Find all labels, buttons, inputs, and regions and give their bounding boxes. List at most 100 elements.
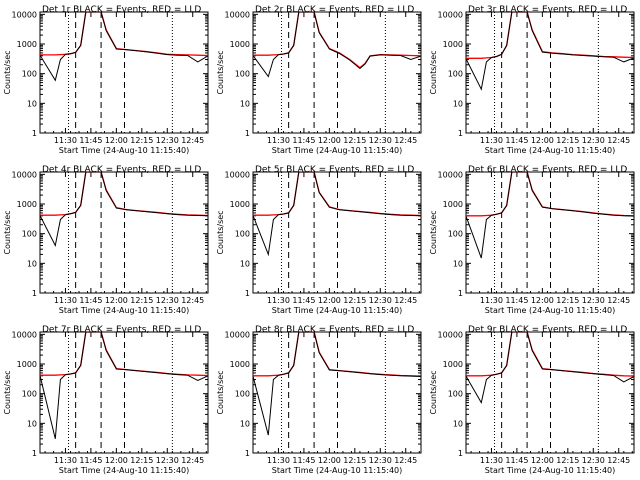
x-tick-label: 12:30 — [156, 296, 179, 305]
x-tick-label: 11:30 — [54, 456, 77, 465]
y-tick-label: 100 — [448, 390, 463, 399]
det-panel-1: Det 1r BLACK = Events, RED = LLD 1 10 100 10… — [3, 5, 209, 155]
x-tick-label: 12:45 — [394, 296, 417, 305]
x-tick-label: 11:30 — [267, 456, 290, 465]
y-axis-label: Counts/sec — [429, 210, 438, 254]
y-tick-label: 1 — [32, 289, 37, 298]
x-tick-label: 11:45 — [292, 136, 315, 145]
y-tick-label: 1000 — [443, 360, 463, 369]
panel-title: Det 2r BLACK = Events, RED = LLD — [255, 5, 414, 15]
x-axis-label: Start Time (24-Aug-10 11:15:40) — [272, 146, 403, 155]
x-tick-label: 11:30 — [480, 296, 503, 305]
x-axis-label: Start Time (24-Aug-10 11:15:40) — [485, 306, 616, 315]
x-tick-label: 12:15 — [343, 136, 366, 145]
y-tick-label: 100 — [22, 390, 37, 399]
x-tick-label: 12:15 — [130, 296, 153, 305]
y-tick-label: 10 — [240, 259, 250, 268]
y-tick-label: 100 — [235, 70, 250, 79]
plot-frame — [465, 171, 635, 294]
x-tick-label: 12:15 — [556, 456, 579, 465]
y-tick-label: 100 — [448, 230, 463, 239]
x-tick-label: 12:30 — [156, 456, 179, 465]
events-series-line — [253, 332, 421, 436]
y-tick-label: 10000 — [12, 330, 37, 339]
y-tick-label: 10000 — [438, 170, 463, 179]
y-tick-label: 1 — [32, 449, 37, 458]
panel-title: Det 3r BLACK = Events, RED = LLD — [468, 5, 627, 15]
plot-frame — [465, 11, 635, 134]
plot-frame — [39, 11, 209, 134]
x-axis-label: Start Time (24-Aug-10 11:15:40) — [59, 466, 190, 475]
plot-frame — [39, 331, 209, 454]
x-axis-label: Start Time (24-Aug-10 11:15:40) — [59, 306, 190, 315]
x-tick-label: 11:45 — [79, 136, 102, 145]
x-tick-label: 12:15 — [343, 296, 366, 305]
x-tick-label: 12:45 — [181, 456, 204, 465]
x-tick-label: 12:45 — [607, 136, 630, 145]
x-tick-label: 11:30 — [54, 136, 77, 145]
lld-series-line — [40, 12, 208, 57]
x-axis-label: Start Time (24-Aug-10 11:15:40) — [485, 466, 616, 475]
x-tick-label: 11:45 — [292, 296, 315, 305]
x-tick-label: 12:30 — [582, 296, 605, 305]
x-axis-label: Start Time (24-Aug-10 11:15:40) — [272, 466, 403, 475]
x-tick-label: 12:45 — [181, 296, 204, 305]
y-tick-label: 1 — [458, 289, 463, 298]
x-tick-label: 11:45 — [79, 296, 102, 305]
x-tick-label: 11:45 — [79, 456, 102, 465]
x-tick-label: 12:15 — [130, 456, 153, 465]
x-tick-label: 11:45 — [292, 456, 315, 465]
x-tick-label: 12:45 — [607, 296, 630, 305]
x-tick-label: 11:30 — [480, 456, 503, 465]
y-axis-label: Counts/sec — [3, 370, 12, 414]
x-tick-label: 12:45 — [607, 456, 630, 465]
x-tick-label: 12:30 — [369, 136, 392, 145]
events-series-line — [253, 12, 421, 78]
events-series-line — [40, 172, 208, 248]
y-axis-label: Counts/sec — [3, 50, 12, 94]
y-tick-label: 1 — [32, 129, 37, 138]
y-tick-label: 100 — [22, 230, 37, 239]
x-tick-label: 12:00 — [318, 136, 341, 145]
plot-frame — [252, 11, 422, 134]
plot-frame — [252, 331, 422, 454]
y-axis-label: Counts/sec — [429, 50, 438, 94]
y-tick-label: 1 — [458, 129, 463, 138]
y-tick-label: 1 — [245, 289, 250, 298]
det-panel-9: Det 9r BLACK = Events, RED = LLD 1 10 100 10… — [429, 325, 635, 475]
x-tick-label: 11:30 — [54, 296, 77, 305]
panel-title: Det 9r BLACK = Events, RED = LLD — [468, 325, 627, 335]
x-tick-label: 11:45 — [505, 136, 528, 145]
panel-title: Det 6r BLACK = Events, RED = LLD — [468, 165, 627, 175]
det-panel-4: Det 4r BLACK = Events, RED = LLD 1 10 100 10… — [3, 165, 209, 315]
panel-title: Det 4r BLACK = Events, RED = LLD — [42, 165, 201, 175]
x-tick-label: 12:00 — [105, 456, 128, 465]
events-series-line — [40, 332, 208, 439]
y-tick-label: 10 — [27, 259, 37, 268]
y-tick-label: 1000 — [230, 40, 250, 49]
y-tick-label: 1 — [245, 449, 250, 458]
x-axis-label: Start Time (24-Aug-10 11:15:40) — [485, 146, 616, 155]
y-tick-label: 10000 — [225, 170, 250, 179]
x-tick-label: 12:45 — [181, 136, 204, 145]
lld-series-line — [466, 12, 634, 59]
x-tick-label: 11:30 — [480, 136, 503, 145]
det-panel-3: Det 3r BLACK = Events, RED = LLD 1 10 100 10… — [429, 5, 635, 155]
x-tick-label: 12:00 — [531, 296, 554, 305]
y-tick-label: 1000 — [17, 200, 37, 209]
events-series-line — [40, 12, 208, 82]
panel-title: Det 5r BLACK = Events, RED = LLD — [255, 165, 414, 175]
x-tick-label: 12:30 — [369, 456, 392, 465]
x-tick-label: 12:15 — [556, 296, 579, 305]
x-tick-label: 12:00 — [105, 136, 128, 145]
y-tick-label: 100 — [448, 70, 463, 79]
det-panel-5: Det 5r BLACK = Events, RED = LLD 1 10 100 10… — [216, 165, 422, 315]
det-panel-7: Det 7r BLACK = Events, RED = LLD 1 10 100 10… — [3, 325, 209, 475]
y-axis-label: Counts/sec — [3, 210, 12, 254]
y-axis-label: Counts/sec — [429, 370, 438, 414]
x-tick-label: 11:30 — [267, 296, 290, 305]
y-tick-label: 1000 — [230, 360, 250, 369]
det-panel-2: Det 2r BLACK = Events, RED = LLD 1 10 100 10… — [216, 5, 422, 155]
y-tick-label: 10 — [240, 419, 250, 428]
